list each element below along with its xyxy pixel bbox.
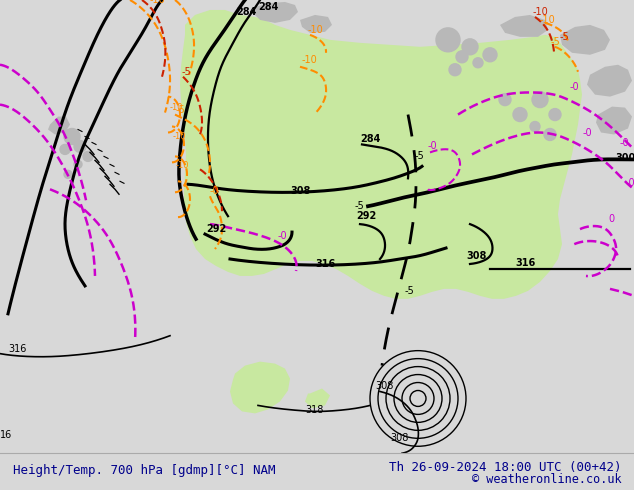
Text: 308: 308: [466, 251, 486, 261]
Circle shape: [83, 151, 93, 161]
Text: -10: -10: [540, 15, 556, 25]
Text: -0: -0: [210, 186, 219, 196]
Text: Height/Temp. 700 hPa [gdmp][°C] NAM: Height/Temp. 700 hPa [gdmp][°C] NAM: [13, 465, 275, 477]
Text: -0: -0: [620, 139, 630, 148]
Text: -5: -5: [405, 286, 415, 296]
Circle shape: [74, 141, 86, 152]
Circle shape: [530, 122, 540, 131]
Text: 308: 308: [375, 381, 393, 391]
Circle shape: [64, 128, 80, 145]
Text: 284: 284: [360, 134, 380, 145]
Circle shape: [473, 58, 483, 68]
Circle shape: [499, 94, 511, 105]
Text: 292: 292: [206, 224, 226, 234]
Text: -5: -5: [551, 37, 560, 47]
Circle shape: [64, 171, 72, 178]
Polygon shape: [230, 362, 290, 414]
Polygon shape: [596, 107, 632, 134]
Circle shape: [60, 145, 70, 154]
Text: 0: 0: [608, 214, 614, 224]
Text: 316: 316: [515, 258, 535, 268]
Text: -0: -0: [278, 231, 288, 241]
Text: -5: -5: [176, 104, 186, 115]
Polygon shape: [180, 10, 582, 299]
Circle shape: [436, 28, 460, 52]
Polygon shape: [500, 15, 548, 37]
Text: -0: -0: [570, 82, 579, 92]
Text: 308: 308: [390, 433, 408, 443]
Text: -5: -5: [355, 201, 365, 211]
Polygon shape: [305, 389, 330, 409]
Text: 284: 284: [258, 2, 278, 12]
Polygon shape: [253, 2, 298, 23]
Polygon shape: [48, 117, 70, 134]
Text: -10: -10: [176, 161, 190, 171]
Text: -10: -10: [173, 132, 186, 142]
Circle shape: [549, 109, 561, 121]
Circle shape: [513, 108, 527, 122]
Text: © weatheronline.co.uk: © weatheronline.co.uk: [472, 473, 621, 486]
Circle shape: [462, 39, 478, 55]
Text: -0: -0: [428, 142, 437, 151]
Circle shape: [74, 160, 82, 169]
Text: 316: 316: [315, 259, 335, 269]
Text: 316: 316: [8, 343, 27, 354]
Text: -10: -10: [533, 7, 549, 17]
Text: -10: -10: [308, 25, 324, 35]
Text: 292: 292: [356, 211, 376, 221]
Text: -10: -10: [302, 55, 318, 65]
Text: Th 26-09-2024 18:00 UTC (00+42): Th 26-09-2024 18:00 UTC (00+42): [389, 461, 621, 474]
Circle shape: [532, 92, 548, 108]
Text: 284: 284: [236, 7, 256, 17]
Text: -10: -10: [150, 0, 165, 5]
Polygon shape: [587, 65, 632, 97]
Text: -0: -0: [583, 128, 593, 139]
Polygon shape: [300, 15, 332, 33]
Text: 318: 318: [305, 405, 323, 416]
Circle shape: [456, 51, 468, 63]
Text: -5: -5: [560, 32, 570, 42]
Text: 16: 16: [0, 430, 12, 441]
Text: 300: 300: [615, 153, 634, 163]
Text: -10: -10: [170, 102, 183, 112]
Circle shape: [483, 48, 497, 62]
Text: 308: 308: [290, 186, 311, 196]
Text: -0: -0: [626, 178, 634, 188]
Circle shape: [449, 64, 461, 76]
Text: -5: -5: [415, 151, 425, 161]
Circle shape: [544, 128, 556, 141]
Text: -5: -5: [182, 67, 191, 77]
Polygon shape: [560, 25, 610, 55]
